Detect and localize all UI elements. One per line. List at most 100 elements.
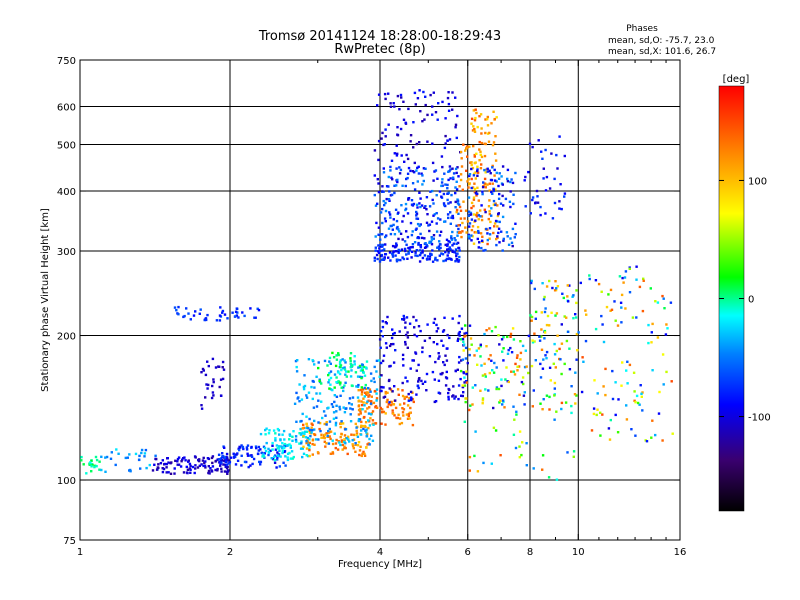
scatter-point: [641, 309, 645, 313]
scatter-point: [88, 462, 91, 465]
scatter-point: [484, 388, 487, 391]
scatter-point: [456, 199, 460, 203]
scatter-point: [464, 400, 467, 404]
scatter-point: [382, 143, 385, 147]
scatter-point: [488, 371, 491, 375]
scatter-point: [340, 368, 343, 372]
scatter-point: [662, 383, 665, 386]
scatter-point: [305, 396, 309, 399]
scatter-point: [401, 389, 404, 392]
scatter-point: [454, 126, 457, 129]
scatter-point: [403, 160, 406, 163]
scatter-point: [200, 407, 204, 410]
scatter-point: [657, 412, 661, 415]
scatter-point: [501, 249, 504, 252]
scatter-point: [570, 385, 573, 388]
scatter-point: [490, 122, 493, 125]
scatter-point: [391, 244, 395, 248]
scatter-point: [335, 410, 338, 413]
scatter-point: [432, 91, 435, 94]
scatter-point: [300, 442, 303, 445]
scatter-point: [425, 208, 428, 211]
scatter-point: [479, 215, 482, 218]
scatter-point: [476, 470, 480, 473]
scatter-point: [85, 472, 88, 475]
scatter-point: [301, 455, 304, 459]
scatter-point: [480, 204, 483, 207]
scatter-point: [500, 230, 503, 233]
scatter-point: [313, 443, 316, 446]
scatter-point: [328, 430, 331, 434]
scatter-point: [161, 467, 164, 470]
scatter-point: [338, 383, 342, 386]
scatter-point: [408, 322, 412, 325]
scatter-point: [363, 374, 367, 377]
scatter-point: [416, 97, 420, 100]
scatter-point: [454, 239, 457, 242]
scatter-point: [531, 145, 534, 149]
scatter-point: [375, 221, 378, 225]
x-tick-label: 1: [77, 547, 83, 558]
scatter-point: [165, 471, 168, 474]
scatter-point: [218, 319, 222, 322]
scatter-point: [438, 234, 442, 237]
scatter-point: [288, 443, 291, 446]
scatter-point: [176, 460, 179, 463]
scatter-point: [325, 432, 328, 435]
scatter-point: [461, 358, 465, 361]
scatter-point: [443, 220, 446, 223]
scatter-point: [311, 442, 314, 446]
scatter-point: [488, 169, 491, 172]
scatter-point: [489, 354, 492, 357]
scatter-point: [398, 108, 401, 111]
scatter-point: [428, 355, 432, 358]
scatter-point: [392, 102, 395, 105]
scatter-point: [224, 465, 227, 468]
scatter-point: [249, 307, 252, 310]
scatter-point: [500, 378, 503, 381]
scatter-point: [414, 352, 418, 355]
scatter-point: [480, 127, 483, 130]
scatter-point: [485, 329, 488, 332]
scatter-point: [286, 444, 289, 447]
scatter-point: [329, 383, 332, 386]
scatter-point: [356, 435, 360, 438]
scatter-point: [454, 123, 458, 126]
scatter-point: [295, 365, 298, 369]
scatter-point: [466, 180, 469, 183]
scatter-point: [129, 470, 132, 473]
scatter-point: [514, 171, 517, 175]
scatter-point: [461, 384, 464, 387]
x-tick-label: 8: [527, 547, 533, 558]
scatter-point: [278, 449, 281, 453]
scatter-point: [365, 360, 369, 363]
scatter-point: [379, 238, 382, 241]
scatter-point: [492, 188, 495, 191]
scatter-point: [380, 385, 383, 389]
scatter-point: [365, 391, 369, 394]
scatter-point: [402, 118, 406, 121]
scatter-point: [566, 451, 569, 454]
scatter-point: [390, 343, 393, 346]
scatter-point: [82, 463, 85, 466]
scatter-point: [428, 229, 431, 233]
scatter-point: [533, 332, 536, 335]
scatter-point: [346, 435, 350, 438]
scatter-point: [506, 235, 509, 238]
scatter-point: [467, 214, 470, 217]
scatter-point: [277, 447, 281, 450]
scatter-point: [322, 410, 326, 413]
scatter-point: [451, 244, 454, 247]
scatter-point: [441, 100, 444, 104]
scatter-point: [210, 456, 214, 460]
scatter-point: [281, 433, 284, 436]
scatter-point: [392, 251, 395, 254]
scatter-point: [515, 413, 518, 416]
scatter-point: [360, 367, 364, 370]
scatter-point: [340, 439, 343, 442]
scatter-point: [406, 176, 409, 180]
scatter-point: [444, 250, 447, 254]
scatter-point: [551, 286, 554, 290]
scatter-point: [455, 208, 459, 212]
scatter-point: [462, 143, 465, 146]
